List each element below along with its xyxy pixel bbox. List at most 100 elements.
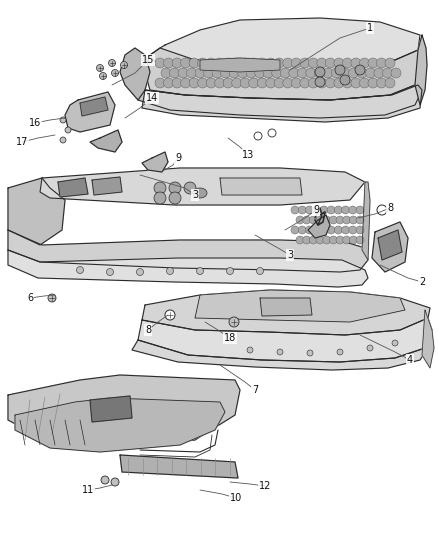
Circle shape — [368, 58, 378, 68]
Circle shape — [291, 206, 299, 214]
Circle shape — [289, 68, 299, 78]
Circle shape — [198, 58, 208, 68]
Circle shape — [367, 345, 373, 351]
Polygon shape — [90, 396, 132, 422]
Circle shape — [368, 78, 378, 88]
Circle shape — [348, 68, 358, 78]
Circle shape — [257, 58, 267, 68]
Polygon shape — [142, 152, 168, 172]
Circle shape — [257, 268, 264, 274]
Circle shape — [308, 78, 318, 88]
Circle shape — [298, 226, 306, 234]
Circle shape — [305, 206, 314, 214]
Circle shape — [206, 58, 216, 68]
Circle shape — [101, 476, 109, 484]
Circle shape — [280, 68, 290, 78]
Polygon shape — [372, 222, 408, 272]
Circle shape — [349, 206, 357, 214]
Circle shape — [187, 68, 197, 78]
Circle shape — [249, 78, 259, 88]
Circle shape — [356, 236, 364, 244]
Text: 12: 12 — [259, 481, 271, 491]
Circle shape — [305, 226, 314, 234]
Circle shape — [48, 294, 56, 302]
Circle shape — [325, 78, 336, 88]
Circle shape — [254, 132, 262, 140]
Polygon shape — [90, 130, 122, 152]
Polygon shape — [132, 330, 432, 370]
Circle shape — [355, 65, 365, 75]
Circle shape — [266, 78, 276, 88]
Polygon shape — [145, 48, 422, 100]
Circle shape — [360, 58, 369, 68]
Circle shape — [223, 78, 233, 88]
Circle shape — [315, 77, 325, 87]
Circle shape — [317, 58, 327, 68]
Circle shape — [377, 78, 386, 88]
Circle shape — [365, 68, 375, 78]
Circle shape — [96, 64, 103, 71]
Circle shape — [350, 216, 357, 224]
Circle shape — [342, 206, 350, 214]
Circle shape — [392, 340, 398, 346]
Circle shape — [356, 216, 364, 224]
Circle shape — [163, 58, 173, 68]
Circle shape — [340, 75, 350, 85]
Text: 9: 9 — [313, 205, 319, 215]
Circle shape — [332, 68, 341, 78]
Circle shape — [178, 68, 188, 78]
Circle shape — [198, 78, 208, 88]
Circle shape — [283, 58, 293, 68]
Circle shape — [170, 68, 180, 78]
Circle shape — [99, 72, 106, 79]
Circle shape — [343, 78, 353, 88]
Circle shape — [316, 216, 324, 224]
Polygon shape — [8, 250, 368, 287]
Polygon shape — [65, 92, 115, 132]
Polygon shape — [120, 48, 150, 100]
Text: 3: 3 — [287, 250, 293, 260]
Circle shape — [296, 236, 304, 244]
Circle shape — [308, 58, 318, 68]
Circle shape — [336, 216, 344, 224]
Circle shape — [283, 78, 293, 88]
Circle shape — [334, 58, 344, 68]
Circle shape — [221, 68, 231, 78]
Circle shape — [180, 78, 191, 88]
Circle shape — [327, 226, 335, 234]
Text: 16: 16 — [29, 118, 41, 128]
Circle shape — [357, 68, 367, 78]
Circle shape — [377, 58, 386, 68]
Circle shape — [212, 68, 222, 78]
Circle shape — [323, 216, 331, 224]
Circle shape — [223, 58, 233, 68]
Circle shape — [277, 349, 283, 355]
Circle shape — [215, 78, 225, 88]
Circle shape — [323, 236, 331, 244]
Circle shape — [335, 65, 345, 75]
Circle shape — [334, 226, 343, 234]
Text: 9: 9 — [175, 153, 181, 163]
Circle shape — [266, 58, 276, 68]
Circle shape — [315, 67, 325, 77]
Circle shape — [303, 216, 311, 224]
Circle shape — [313, 226, 321, 234]
Circle shape — [206, 78, 216, 88]
Circle shape — [154, 192, 166, 204]
Circle shape — [343, 236, 351, 244]
Circle shape — [65, 127, 71, 133]
Circle shape — [180, 58, 191, 68]
Polygon shape — [142, 85, 422, 122]
Circle shape — [300, 58, 310, 68]
Polygon shape — [138, 318, 432, 362]
Text: 8: 8 — [387, 203, 393, 213]
Circle shape — [343, 216, 351, 224]
Polygon shape — [150, 18, 420, 65]
Circle shape — [240, 78, 250, 88]
Polygon shape — [58, 178, 88, 197]
Circle shape — [169, 192, 181, 204]
Circle shape — [360, 78, 369, 88]
Polygon shape — [138, 65, 422, 118]
Polygon shape — [15, 398, 225, 452]
Circle shape — [246, 68, 256, 78]
